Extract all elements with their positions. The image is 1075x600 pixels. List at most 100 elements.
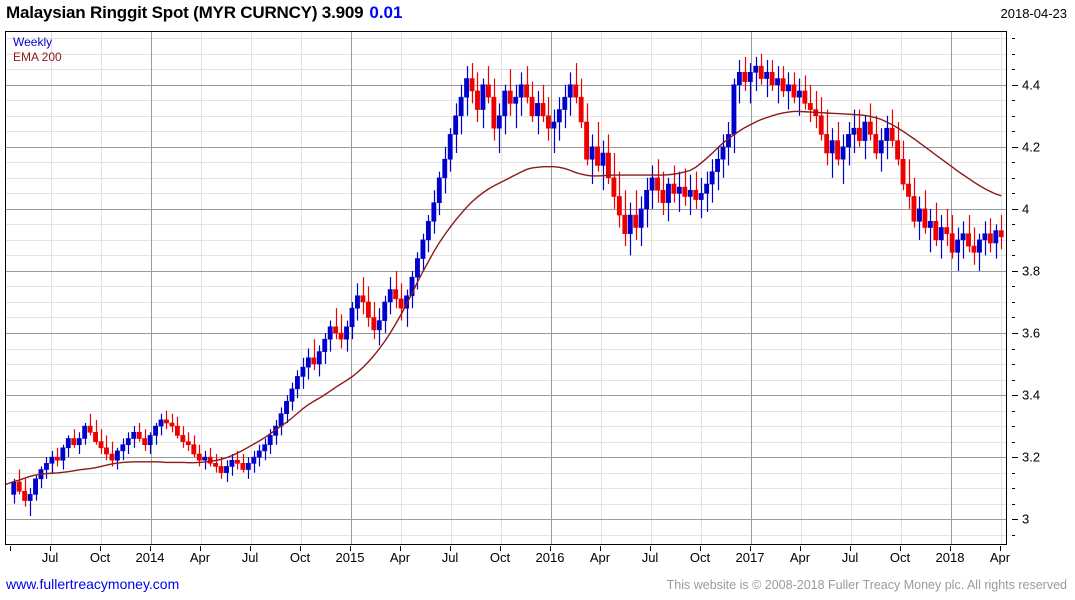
y-axis-minor-tick xyxy=(1012,317,1015,318)
y-axis-minor-tick xyxy=(1012,488,1015,489)
x-axis-tick xyxy=(900,546,901,551)
x-axis-tick xyxy=(650,546,651,551)
x-axis-label: Oct xyxy=(889,550,911,565)
x-axis-label: Apr xyxy=(789,550,811,565)
y-axis-label: 4.2 xyxy=(1022,139,1041,155)
candlestick-series xyxy=(11,53,1004,517)
y-axis-tick xyxy=(1012,147,1018,148)
x-axis-label: Oct xyxy=(689,550,711,565)
x-axis-label: Apr xyxy=(989,550,1011,565)
x-axis-label: 2017 xyxy=(735,550,765,565)
y-axis-minor-tick xyxy=(1012,426,1015,427)
chart-legend: Weekly EMA 200 xyxy=(13,35,62,65)
x-axis-label: Jul xyxy=(641,550,659,565)
y-axis-minor-tick xyxy=(1012,302,1015,303)
legend-ema-label: EMA 200 xyxy=(13,50,62,64)
y-axis-minor-tick xyxy=(1012,100,1015,101)
ema-200-line xyxy=(6,110,1002,486)
y-axis-minor-tick xyxy=(1012,349,1015,350)
x-axis-label: 2015 xyxy=(335,550,365,565)
chart-date: 2018-04-23 xyxy=(1000,6,1068,21)
y-axis-minor-tick xyxy=(1012,69,1015,70)
y-axis-minor-tick xyxy=(1012,504,1015,505)
x-axis-label: Jul xyxy=(441,550,459,565)
x-axis-label: Jul xyxy=(841,550,859,565)
y-axis-minor-tick xyxy=(1012,193,1015,194)
x-axis-label: 2016 xyxy=(535,550,565,565)
price-change: 0.01 xyxy=(369,3,403,22)
y-axis-minor-tick xyxy=(1012,54,1015,55)
x-axis-tick xyxy=(300,546,301,551)
y-axis-label: 4.4 xyxy=(1022,77,1041,93)
y-axis-label: 3.6 xyxy=(1022,325,1041,341)
chart-plot-area[interactable]: Weekly EMA 200 xyxy=(5,31,1007,545)
y-axis-label: 3.2 xyxy=(1022,449,1041,465)
chart-svg xyxy=(6,32,1006,544)
y-axis-minor-tick xyxy=(1012,442,1015,443)
y-axis-minor-tick xyxy=(1012,473,1015,474)
x-axis-tick xyxy=(450,546,451,551)
y-axis-label: 3.4 xyxy=(1022,387,1041,403)
x-axis-tick xyxy=(400,546,401,551)
x-axis-label: Jul xyxy=(241,550,259,565)
y-axis-label: 4 xyxy=(1022,201,1030,217)
y-axis-tick xyxy=(1012,457,1018,458)
x-axis-label: Oct xyxy=(89,550,111,565)
x-axis-tick xyxy=(150,546,151,551)
y-axis-minor-tick xyxy=(1012,364,1015,365)
legend-interval-label: Weekly xyxy=(13,35,53,49)
y-axis-label: 3.8 xyxy=(1022,263,1041,279)
chart-footer: www.fullertreacymoney.com This website i… xyxy=(0,574,1075,600)
x-axis-tick xyxy=(500,546,501,551)
x-axis-label: Apr xyxy=(589,550,611,565)
page-title: Malaysian Ringgit Spot (MYR CURNCY) 3.90… xyxy=(6,3,364,22)
chart-title-wrap: Malaysian Ringgit Spot (MYR CURNCY) 3.90… xyxy=(6,3,402,23)
y-axis-minor-tick xyxy=(1012,116,1015,117)
y-axis-minor-tick xyxy=(1012,411,1015,412)
x-axis-label: Apr xyxy=(189,550,211,565)
x-axis-label: Oct xyxy=(489,550,511,565)
chart-canvas xyxy=(6,32,1006,544)
x-axis-tick xyxy=(100,546,101,551)
x-axis-label: Oct xyxy=(289,550,311,565)
x-axis-tick xyxy=(250,546,251,551)
x-axis-tick xyxy=(1000,546,1001,551)
x-axis-tick xyxy=(10,546,11,551)
x-axis-label: Jul xyxy=(41,550,59,565)
x-axis-tick xyxy=(700,546,701,551)
y-axis: 3 3.2 3.4 3.6 3.8 4 4.2 4.4 xyxy=(1012,31,1072,545)
y-axis-minor-tick xyxy=(1012,380,1015,381)
y-axis-minor-tick xyxy=(1012,286,1015,287)
y-axis-minor-tick xyxy=(1012,162,1015,163)
y-axis-minor-tick xyxy=(1012,535,1015,536)
x-axis-tick xyxy=(950,546,951,551)
y-axis-minor-tick xyxy=(1012,255,1015,256)
x-axis-tick xyxy=(200,546,201,551)
x-axis-label: 2014 xyxy=(135,550,165,565)
y-axis-tick xyxy=(1012,85,1018,86)
x-axis-tick xyxy=(550,546,551,551)
y-axis-tick xyxy=(1012,333,1018,334)
y-axis-tick xyxy=(1012,209,1018,210)
x-axis-tick xyxy=(850,546,851,551)
y-axis-minor-tick xyxy=(1012,224,1015,225)
x-axis-label: 2018 xyxy=(935,550,965,565)
x-axis-tick xyxy=(50,546,51,551)
y-axis-minor-tick xyxy=(1012,240,1015,241)
x-axis-label: Apr xyxy=(389,550,411,565)
y-axis-minor-tick xyxy=(1012,178,1015,179)
copyright-text: This website is © 2008-2018 Fuller Treac… xyxy=(666,578,1067,592)
y-axis-label: 3 xyxy=(1022,511,1030,527)
y-axis-minor-tick xyxy=(1012,38,1015,39)
y-axis-tick xyxy=(1012,271,1018,272)
x-axis-tick xyxy=(600,546,601,551)
y-axis-tick xyxy=(1012,519,1018,520)
x-axis-tick xyxy=(750,546,751,551)
x-axis-tick xyxy=(800,546,801,551)
y-axis-tick xyxy=(1012,395,1018,396)
y-axis-minor-tick xyxy=(1012,131,1015,132)
x-axis: Jul Oct 2014 Apr Jul Oct 2015 Apr Jul Oct 2016 Apr J… xyxy=(0,548,1075,570)
x-axis-tick xyxy=(350,546,351,551)
site-url-link[interactable]: www.fullertreacymoney.com xyxy=(6,576,180,592)
